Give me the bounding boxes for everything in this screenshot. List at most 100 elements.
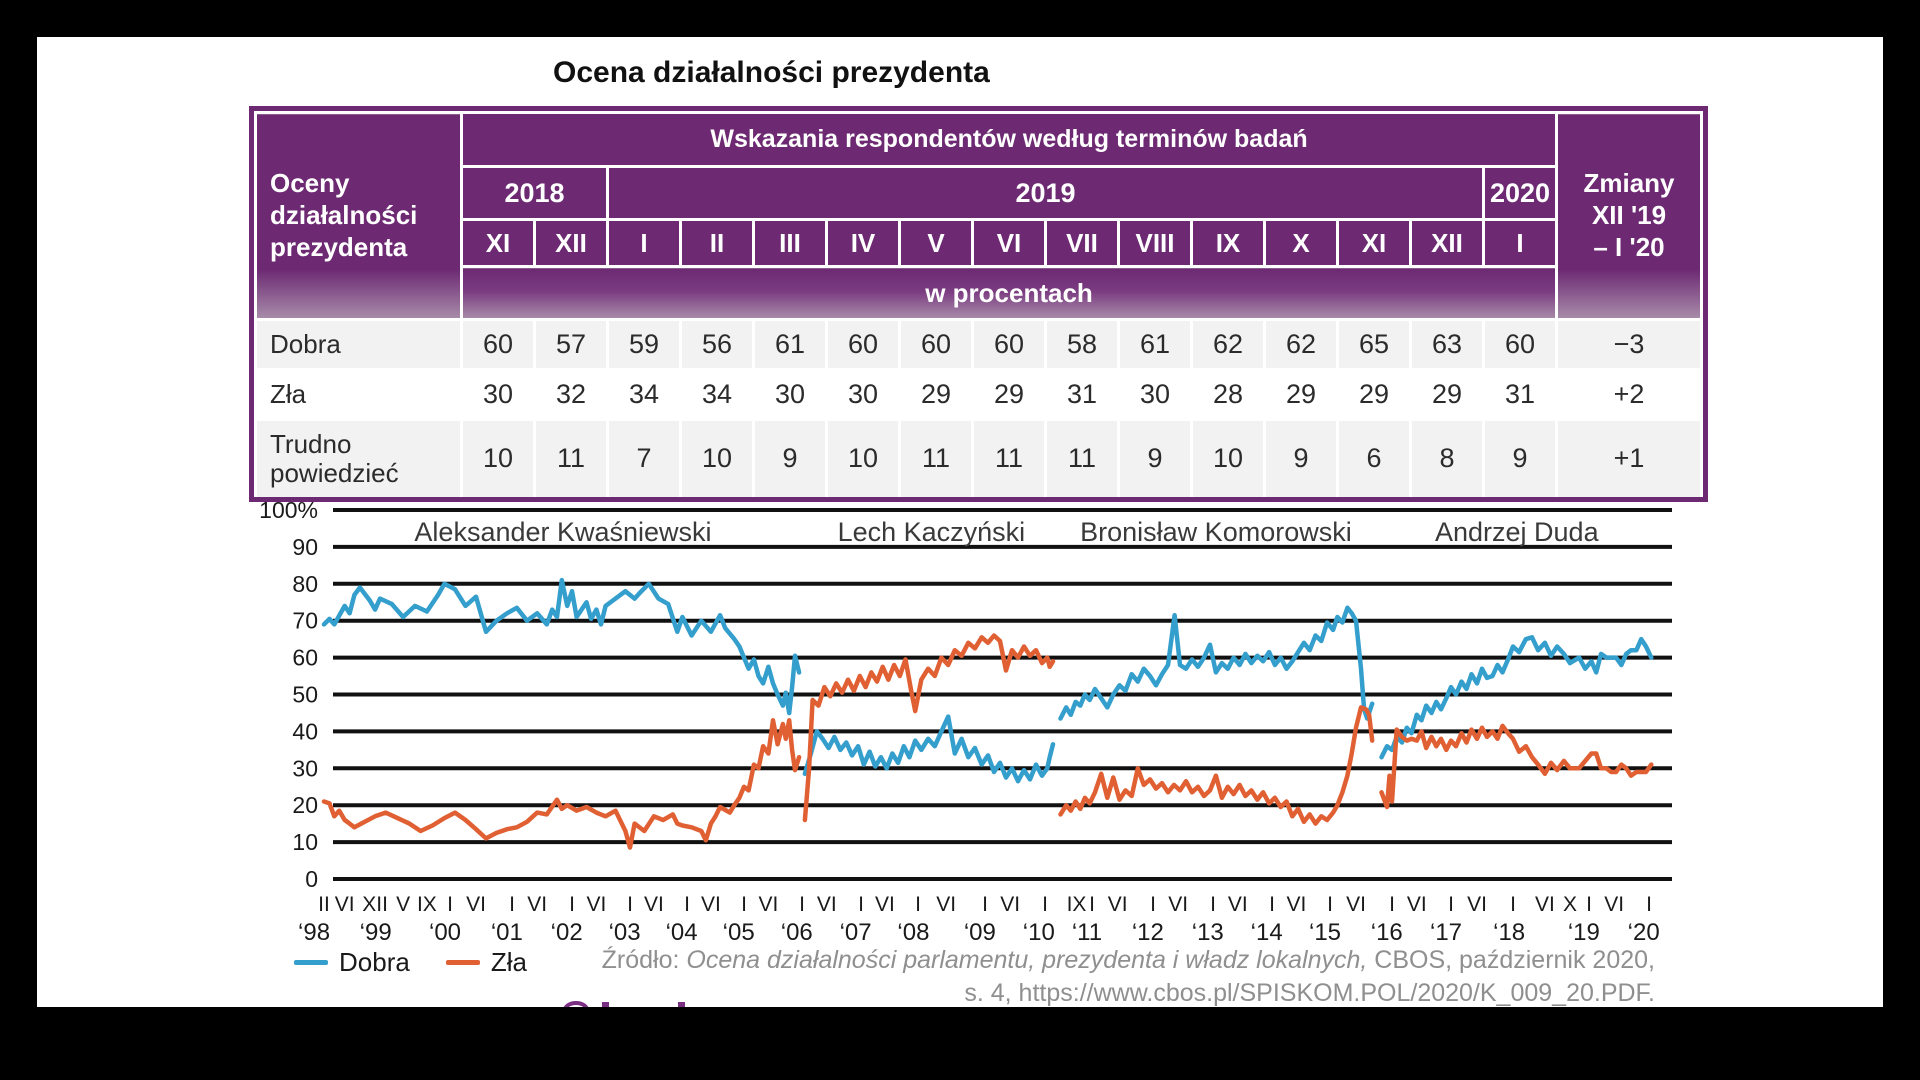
svg-text:VI: VI: [701, 893, 721, 916]
month-header: I: [1482, 218, 1558, 268]
svg-text:‘00: ‘00: [429, 919, 461, 946]
svg-text:70: 70: [292, 608, 318, 634]
president-label: Lech Kaczyński: [838, 517, 1026, 547]
president-labels: Aleksander Kwaśniewski Lech Kaczyński Bron…: [414, 517, 1599, 547]
svg-text:20: 20: [292, 792, 318, 818]
value-cell: 34: [679, 368, 755, 420]
svg-text:I: I: [741, 893, 747, 916]
series-zła: [1379, 723, 1654, 810]
value-cell: 29: [1409, 368, 1485, 420]
month-header: XII: [533, 218, 609, 268]
svg-text:II: II: [318, 893, 330, 916]
svg-text:100%: 100%: [259, 497, 318, 523]
svg-text:‘04: ‘04: [666, 919, 698, 946]
svg-text:‘02: ‘02: [551, 919, 583, 946]
svg-text:I: I: [1389, 893, 1395, 916]
value-cell: 7: [606, 418, 682, 497]
change-cell: −3: [1555, 318, 1703, 370]
clipped-next-slide-text: [560, 999, 780, 1007]
value-cell: 65: [1336, 318, 1412, 370]
x-axis-year-labels: ‘98 ‘99 ‘00 ‘01 ‘02 ‘03 ‘04 ‘05 ‘06 ‘07 ‘08 ‘09 ‘10 ‘…: [298, 919, 1660, 946]
svg-text:I: I: [982, 893, 988, 916]
svg-text:VI: VI: [875, 893, 895, 916]
chart-legend: Dobra Zła: [294, 946, 563, 978]
value-cell: 29: [1336, 368, 1412, 420]
month-header: I: [606, 218, 682, 268]
svg-text:I: I: [627, 893, 633, 916]
svg-text:VI: VI: [817, 893, 837, 916]
president-label: Andrzej Duda: [1435, 517, 1600, 547]
svg-text:I: I: [509, 893, 515, 916]
value-cell: 29: [971, 368, 1047, 420]
month-header-row: XI XII I II III IV V VI VII VIII IX X XI XII I: [256, 218, 1702, 268]
svg-text:‘11: ‘11: [1072, 919, 1102, 946]
svg-text:I: I: [1150, 893, 1156, 916]
value-cell: 60: [825, 318, 901, 370]
svg-text:I: I: [858, 893, 864, 916]
year-group-2018: 2018: [460, 165, 609, 221]
change-cell: +1: [1555, 418, 1703, 497]
svg-text:VI: VI: [758, 893, 778, 916]
month-header: V: [898, 218, 974, 268]
row-label: Trudno powiedzieć: [254, 418, 463, 497]
value-cell: 10: [679, 418, 755, 497]
svg-text:I: I: [1448, 893, 1454, 916]
svg-text:VI: VI: [335, 893, 355, 916]
table-header: Wskazania respondentów według terminów b…: [460, 111, 1558, 168]
row-label: Dobra: [254, 318, 463, 370]
value-cell: 57: [533, 318, 609, 370]
svg-text:I: I: [684, 893, 690, 916]
svg-text:‘15: ‘15: [1309, 919, 1341, 946]
svg-text:‘06: ‘06: [781, 919, 813, 946]
svg-text:I: I: [1327, 893, 1333, 916]
value-cell: 56: [679, 318, 755, 370]
clipped-glyph-dot: [602, 1002, 609, 1007]
svg-text:I: I: [447, 893, 453, 916]
table-row: Trudno powiedzieć 10 11 7 10 9 10 11 11 11 9 10 9 6 8 9…: [254, 418, 1703, 497]
svg-text:VI: VI: [1286, 893, 1306, 916]
svg-text:40: 40: [292, 718, 318, 744]
legend-dash-icon: [445, 959, 480, 965]
clipped-glyph-dot: [678, 1002, 685, 1007]
svg-text:VI: VI: [466, 893, 486, 916]
svg-text:IX: IX: [417, 893, 437, 916]
value-cell: 59: [606, 318, 682, 370]
svg-text:I: I: [1510, 893, 1516, 916]
data-series: [321, 577, 1654, 850]
source-citation: Źródło: Ocena działalności parlamentu, p…: [602, 944, 1655, 1010]
month-header: XII: [1409, 218, 1485, 268]
svg-text:0: 0: [305, 866, 318, 892]
president-label: Aleksander Kwaśniewski: [414, 517, 711, 547]
value-cell: 29: [898, 368, 974, 420]
svg-text:VI: VI: [1228, 893, 1248, 916]
value-cell: 62: [1263, 318, 1339, 370]
value-cell: 60: [971, 318, 1047, 370]
svg-text:‘05: ‘05: [723, 919, 755, 946]
svg-text:90: 90: [292, 534, 318, 560]
svg-text:VI: VI: [527, 893, 547, 916]
svg-text:I: I: [1269, 893, 1275, 916]
value-cell: 11: [533, 418, 609, 497]
svg-text:I: I: [799, 893, 805, 916]
table-row: Dobra 60 57 59 56 61 60 60 60 58 61 62 62 65 63 60 −3: [254, 318, 1703, 370]
source-line2: s. 4, https://www.cbos.pl/SPISKOM.POL/20…: [964, 979, 1655, 1007]
series-zła: [321, 718, 802, 850]
unit-row: w procentach: [460, 265, 1558, 321]
series-dobra: [1379, 635, 1654, 760]
svg-text:‘08: ‘08: [897, 919, 929, 946]
value-cell: 11: [1044, 418, 1120, 497]
legend-item: Dobra: [294, 947, 410, 978]
year-group-row: 2018 2019 2020: [256, 165, 1702, 221]
svg-text:‘01: ‘01: [491, 919, 523, 946]
svg-text:‘18: ‘18: [1493, 919, 1525, 946]
value-cell: 58: [1044, 318, 1120, 370]
svg-text:VI: VI: [1168, 893, 1188, 916]
svg-text:VI: VI: [1535, 893, 1555, 916]
svg-text:‘10: ‘10: [1023, 919, 1055, 946]
svg-text:10: 10: [292, 829, 318, 855]
svg-text:‘14: ‘14: [1251, 919, 1283, 946]
svg-text:‘03: ‘03: [609, 919, 641, 946]
svg-text:XII: XII: [362, 893, 388, 916]
value-cell: 9: [752, 418, 828, 497]
